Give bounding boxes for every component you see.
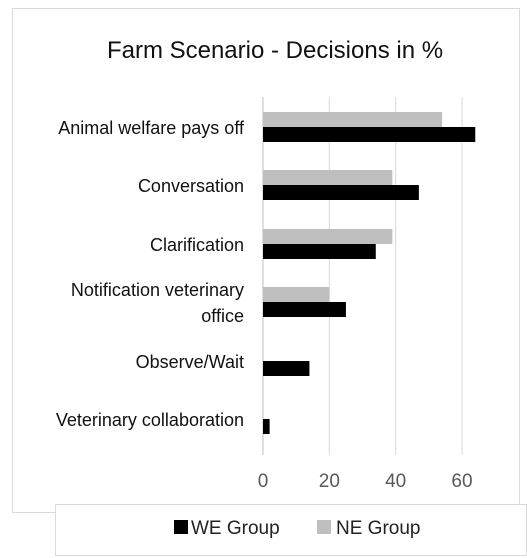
x-tick-label: 60 xyxy=(451,471,472,492)
category-label: Observe/Wait xyxy=(136,352,244,372)
x-tick-labels: 0 20 40 60 xyxy=(258,471,473,492)
x-tick-label: 20 xyxy=(319,471,340,492)
category-label: Conversation xyxy=(138,176,244,196)
category-label: Notification veterinary xyxy=(71,280,244,300)
legend-swatch xyxy=(317,520,331,534)
chart-title: Farm Scenario - Decisions in % xyxy=(107,37,443,64)
x-tick-label: 0 xyxy=(258,471,269,492)
legend-swatch xyxy=(174,520,188,534)
legend-box xyxy=(55,504,527,556)
bar-ne-group xyxy=(263,170,393,185)
bar-ne-group xyxy=(263,112,443,127)
bar-we-group xyxy=(263,244,376,259)
legend-label: NE Group xyxy=(336,518,420,539)
bar-we-group xyxy=(263,302,346,317)
category-label: Veterinary collaboration xyxy=(56,410,244,430)
category-label: office xyxy=(201,306,244,326)
bar-we-group xyxy=(263,185,419,200)
bar-ne-group xyxy=(263,229,393,244)
bar-we-group xyxy=(263,419,270,434)
category-label: Animal welfare pays off xyxy=(58,118,245,138)
legend: WE Group NE Group xyxy=(174,518,420,539)
bar-ne-group xyxy=(263,287,330,302)
x-tick-label: 40 xyxy=(385,471,406,492)
legend-label: WE Group xyxy=(191,518,280,539)
bars xyxy=(263,112,476,434)
gridlines xyxy=(328,97,463,455)
bar-we-group xyxy=(263,361,310,376)
bar-we-group xyxy=(263,127,476,142)
category-labels: Animal welfare pays off Conversation Clari… xyxy=(56,118,245,430)
category-label: Clarification xyxy=(150,235,244,255)
